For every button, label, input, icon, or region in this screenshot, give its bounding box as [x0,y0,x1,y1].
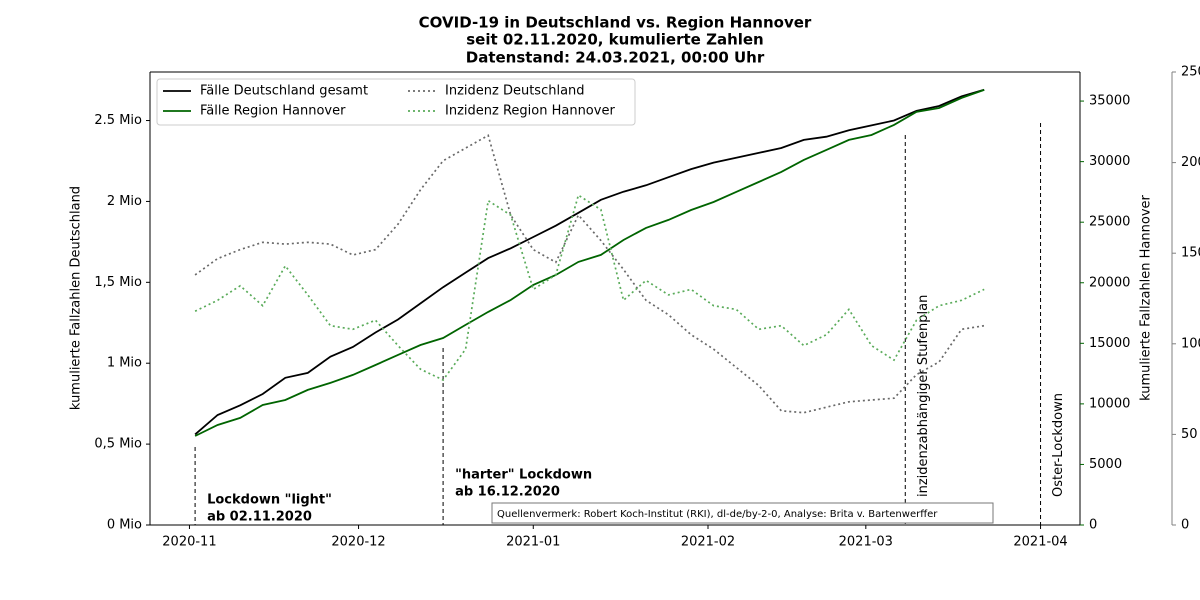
event-label: inzidenzabhängiger Stufenplan [916,295,931,497]
y-tick-label: 0 Mio [107,518,142,533]
series-line [194,89,985,437]
y2-tick-label: 5000 [1089,457,1122,472]
series-line [194,134,985,414]
event-label: Oster-Lockdown [1051,393,1066,497]
y2-axis-label: kumulierte Fallzahlen Hannover [1139,194,1154,400]
y3-tick-label: 50 [1181,427,1198,442]
y3-tick-label: 100 [1181,336,1200,351]
y3-tick-label: 150 [1181,246,1200,261]
series-line [194,88,985,436]
source-note: Quellenvermerk: Robert Koch-Institut (RK… [497,509,938,520]
chart-title: Datenstand: 24.03.2021, 00:00 Uhr [466,49,765,67]
y-tick-label: 2 Mio [107,194,142,209]
y-tick-label: 0,5 Mio [94,437,142,452]
source-box [491,502,994,524]
legend-label: Fälle Deutschland gesamt [200,84,368,99]
event-label: ab 16.12.2020 [455,485,560,500]
x-tick-label: 2021-02 [681,535,735,550]
series-line [194,193,985,382]
y2-tick-label: 35000 [1089,94,1130,109]
y3-tick-label: 250 [1181,65,1200,80]
event-label: Lockdown "light" [207,493,332,508]
x-tick-label: 2021-03 [839,535,893,550]
legend-label: Inzidenz Region Hannover [445,104,615,119]
legend-box [156,78,636,126]
y-axis-label: kumulierte Fallzahlen Deutschland [69,186,84,410]
x-tick-label: 2020-11 [162,535,216,550]
event-label: "harter" Lockdown [455,468,592,483]
x-tick-label: 2021-01 [506,535,560,550]
y2-tick-label: 10000 [1089,396,1130,411]
chart-title: seit 02.11.2020, kumulierte Zahlen [466,31,764,49]
x-tick-label: 2021-04 [1013,535,1067,550]
y2-tick-label: 30000 [1089,154,1130,169]
legend-label: Fälle Region Hannover [200,104,346,119]
chart-title: COVID-19 in Deutschland vs. Region Hanno… [419,14,812,32]
y3-tick-label: 200 [1181,155,1200,170]
y-tick-label: 2.5 Mio [94,113,142,128]
y2-tick-label: 0 [1089,518,1097,533]
y2-tick-label: 20000 [1089,275,1130,290]
y-tick-label: 1 Mio [107,356,142,371]
y2-tick-label: 15000 [1089,336,1130,351]
y3-tick-label: 0 [1181,518,1189,533]
y-tick-label: 1,5 Mio [94,275,142,290]
y2-tick-label: 25000 [1089,215,1130,230]
x-tick-label: 2020-12 [331,535,385,550]
event-label: ab 02.11.2020 [207,510,312,525]
legend-label: Inzidenz Deutschland [445,84,585,99]
